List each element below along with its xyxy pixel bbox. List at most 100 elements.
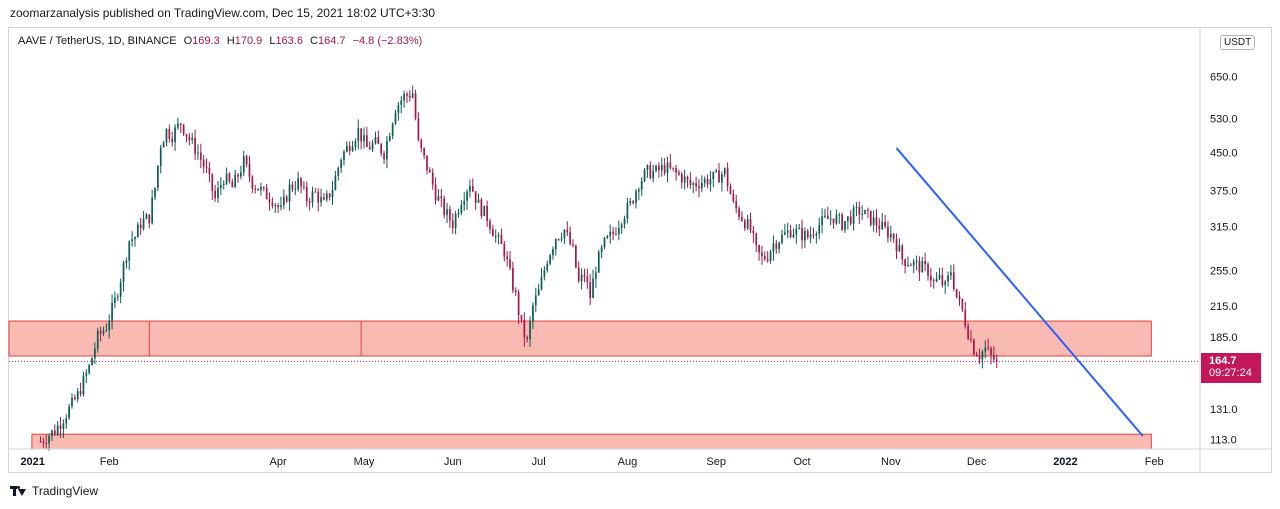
- candle-body[interactable]: [864, 209, 866, 214]
- candle-body[interactable]: [706, 178, 709, 185]
- candle-body[interactable]: [411, 93, 414, 98]
- candle-body[interactable]: [297, 178, 300, 190]
- candle-body[interactable]: [669, 162, 672, 168]
- candle-body[interactable]: [188, 136, 191, 141]
- candle-body[interactable]: [509, 259, 511, 268]
- candle-body[interactable]: [741, 216, 743, 221]
- candle-body[interactable]: [68, 406, 70, 419]
- candle-body[interactable]: [804, 231, 806, 241]
- candle-body[interactable]: [961, 299, 964, 310]
- candle-body[interactable]: [692, 183, 695, 185]
- candle-body[interactable]: [466, 191, 468, 201]
- candle-body[interactable]: [48, 436, 50, 444]
- candle-body[interactable]: [191, 137, 194, 141]
- candle-body[interactable]: [909, 265, 912, 267]
- candle-body[interactable]: [726, 168, 729, 186]
- candle-body[interactable]: [597, 252, 600, 273]
- candle-body[interactable]: [136, 224, 139, 238]
- candle-body[interactable]: [623, 218, 626, 225]
- candle-body[interactable]: [428, 170, 431, 173]
- candle-body[interactable]: [746, 219, 749, 229]
- candle-body[interactable]: [552, 249, 554, 256]
- candle-body[interactable]: [549, 255, 551, 264]
- candle-body[interactable]: [603, 237, 606, 248]
- candle-body[interactable]: [237, 174, 239, 177]
- candle-body[interactable]: [417, 118, 420, 140]
- candle-body[interactable]: [179, 123, 182, 125]
- candle-body[interactable]: [240, 172, 242, 177]
- candle-body[interactable]: [111, 302, 113, 322]
- candle-body[interactable]: [162, 142, 165, 148]
- candle-body[interactable]: [380, 143, 383, 154]
- candle-body[interactable]: [978, 356, 981, 360]
- candle-body[interactable]: [96, 330, 99, 349]
- candle-body[interactable]: [772, 243, 775, 252]
- candle-body[interactable]: [446, 209, 448, 215]
- candle-body[interactable]: [320, 197, 322, 203]
- candle-body[interactable]: [171, 138, 174, 143]
- candle-body[interactable]: [131, 239, 133, 242]
- candle-body[interactable]: [202, 159, 205, 167]
- candle-body[interactable]: [260, 187, 262, 191]
- candle-body[interactable]: [617, 227, 620, 234]
- candle-body[interactable]: [514, 290, 517, 293]
- candle-body[interactable]: [875, 217, 878, 226]
- candle-body[interactable]: [305, 186, 308, 202]
- candle-body[interactable]: [663, 164, 666, 173]
- candle-body[interactable]: [712, 171, 715, 180]
- candle-body[interactable]: [406, 93, 408, 96]
- candle-body[interactable]: [563, 229, 566, 239]
- candle-body[interactable]: [715, 170, 718, 172]
- candle-body[interactable]: [809, 234, 812, 238]
- candle-body[interactable]: [377, 137, 380, 144]
- candle-body[interactable]: [119, 282, 122, 297]
- candle-body[interactable]: [460, 205, 463, 214]
- candle-body[interactable]: [231, 181, 234, 188]
- candle-body[interactable]: [294, 189, 297, 191]
- candle-body[interactable]: [480, 199, 483, 217]
- candle-body[interactable]: [526, 337, 529, 340]
- candle-body[interactable]: [872, 217, 875, 225]
- candle-body[interactable]: [182, 124, 185, 135]
- candle-body[interactable]: [194, 137, 196, 154]
- candle-body[interactable]: [414, 93, 417, 119]
- candle-body[interactable]: [950, 272, 952, 276]
- candle-body[interactable]: [122, 263, 125, 283]
- candle-body[interactable]: [649, 165, 652, 179]
- candle-body[interactable]: [629, 201, 632, 204]
- support-zone-lower[interactable]: [31, 433, 1152, 450]
- candle-body[interactable]: [592, 278, 594, 299]
- candle-body[interactable]: [434, 184, 437, 201]
- candle-body[interactable]: [79, 391, 82, 395]
- candle-body[interactable]: [345, 145, 348, 152]
- candle-body[interactable]: [700, 182, 703, 189]
- candle-body[interactable]: [383, 153, 385, 160]
- candle-body[interactable]: [357, 128, 360, 142]
- candle-body[interactable]: [154, 187, 156, 198]
- candle-body[interactable]: [53, 430, 56, 435]
- candle-body[interactable]: [575, 245, 577, 268]
- candle-body[interactable]: [729, 185, 732, 195]
- candle-body[interactable]: [952, 272, 955, 289]
- candle-body[interactable]: [168, 128, 171, 139]
- candle-body[interactable]: [761, 252, 763, 257]
- candle-body[interactable]: [280, 205, 282, 207]
- candle-body[interactable]: [895, 238, 898, 252]
- candle-body[interactable]: [394, 112, 397, 124]
- candle-body[interactable]: [39, 441, 42, 443]
- candle-body[interactable]: [743, 220, 746, 229]
- candle-body[interactable]: [852, 208, 855, 224]
- candle-body[interactable]: [869, 210, 872, 225]
- candle-body[interactable]: [626, 203, 629, 219]
- candle-body[interactable]: [386, 140, 388, 160]
- candle-body[interactable]: [474, 191, 477, 203]
- candle-body[interactable]: [844, 221, 846, 230]
- candle-body[interactable]: [102, 330, 105, 334]
- candle-body[interactable]: [105, 330, 108, 332]
- candle-body[interactable]: [560, 238, 563, 240]
- candle-body[interactable]: [59, 425, 62, 429]
- candle-body[interactable]: [749, 219, 752, 231]
- candle-body[interactable]: [789, 230, 792, 237]
- candle-body[interactable]: [683, 176, 686, 183]
- candle-body[interactable]: [99, 330, 102, 334]
